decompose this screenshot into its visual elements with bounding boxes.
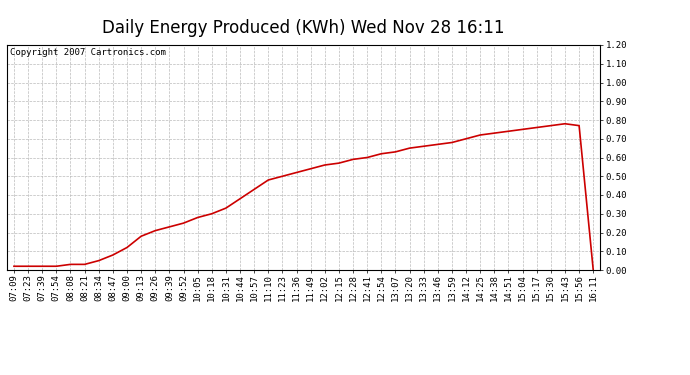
Text: Daily Energy Produced (KWh) Wed Nov 28 16:11: Daily Energy Produced (KWh) Wed Nov 28 1… <box>102 19 505 37</box>
Text: Copyright 2007 Cartronics.com: Copyright 2007 Cartronics.com <box>10 48 166 57</box>
